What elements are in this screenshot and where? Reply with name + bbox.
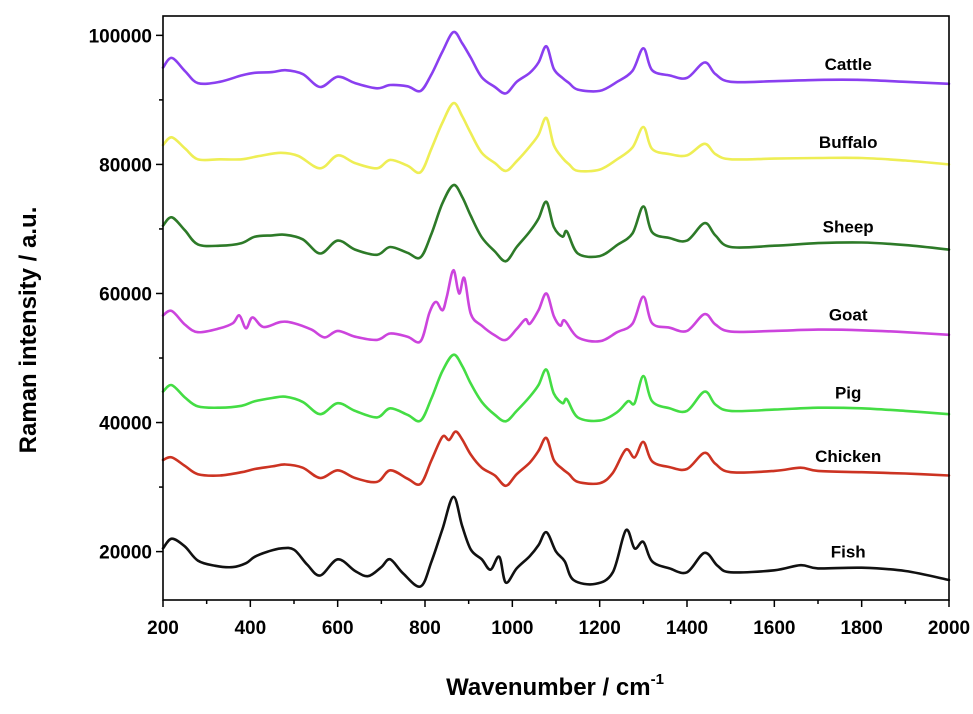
- series-label-fish: Fish: [831, 543, 866, 562]
- y-tick-label: 100000: [89, 26, 152, 47]
- axes-layer: 200 400 600 800 1000 1200 1400 1600 1800 2000 2000…: [89, 15, 970, 639]
- x-tick-label: 200: [147, 618, 179, 639]
- x-tick-label: 1200: [579, 618, 621, 639]
- series-label-buffalo: Buffalo: [819, 133, 878, 152]
- y-tick-label: 80000: [99, 155, 152, 176]
- y-axis-title: Raman intensity / a.u.: [15, 207, 42, 454]
- x-tick-label: 1400: [666, 618, 708, 639]
- y-tick-label: 60000: [99, 284, 152, 305]
- series-label-pig: Pig: [835, 383, 861, 402]
- series-line-goat: [161, 268, 951, 344]
- series-line-sheep: [161, 183, 951, 263]
- series-line-buffalo: [161, 101, 951, 175]
- x-tick-label: 1600: [753, 618, 795, 639]
- series-line-pig: [161, 353, 951, 423]
- x-tick-label: 400: [234, 618, 266, 639]
- series-line-cattle: [161, 30, 951, 95]
- series-label-sheep: Sheep: [823, 218, 874, 237]
- series-label-chicken: Chicken: [815, 447, 881, 466]
- x-tick-label: 1000: [491, 618, 533, 639]
- x-axis-title: Wavenumber / cm-1: [446, 671, 664, 701]
- x-axis-title-main: Wavenumber / cm: [446, 674, 651, 701]
- x-tick-label: 800: [409, 618, 441, 639]
- x-axis-title-superscript: -1: [651, 671, 664, 688]
- series-label-cattle: Cattle: [825, 55, 872, 74]
- series-line-chicken: [161, 430, 951, 488]
- x-tick-label: 1800: [841, 618, 883, 639]
- y-tick-label: 40000: [99, 414, 152, 435]
- series-label-goat: Goat: [829, 305, 868, 324]
- series-line-fish: [161, 495, 951, 588]
- series-label-layer: Cattle Buffalo Sheep Goat Pig Chicken Fish: [815, 55, 881, 562]
- y-tick-label: 20000: [99, 543, 152, 564]
- series-layer: [161, 30, 951, 588]
- x-tick-label: 2000: [928, 618, 970, 639]
- x-tick-label: 600: [322, 618, 354, 639]
